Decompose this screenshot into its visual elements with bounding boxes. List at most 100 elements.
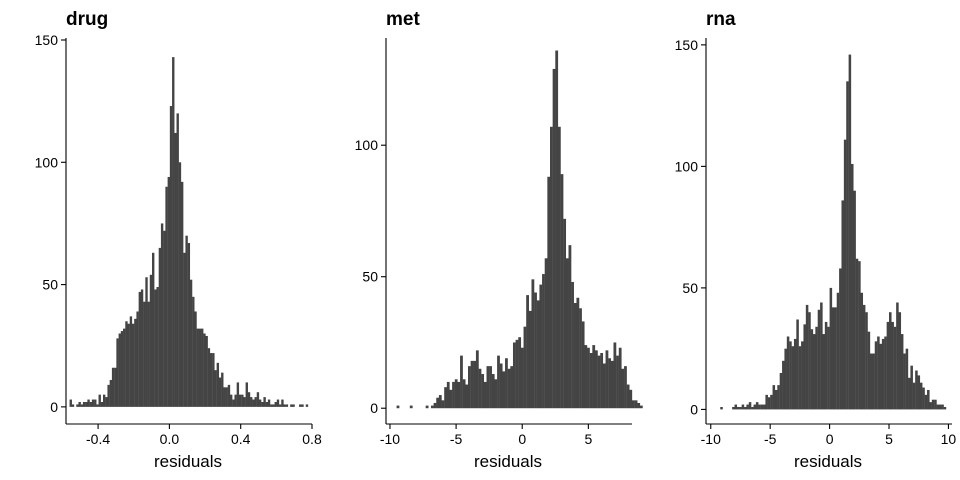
- bar-met: [454, 379, 458, 409]
- bar-rna: [829, 287, 833, 410]
- bar-rna: [891, 321, 894, 410]
- bar-met: [618, 347, 622, 409]
- bar-drug: [238, 394, 242, 407]
- bar-met: [507, 368, 511, 409]
- bar-drug: [165, 186, 168, 407]
- bar-drug: [143, 301, 146, 407]
- bar-rna: [815, 326, 818, 410]
- bar-rna: [924, 394, 928, 410]
- bar-drug: [109, 379, 113, 407]
- bar-drug: [169, 106, 173, 407]
- bar-drug: [236, 382, 240, 407]
- bar-met: [539, 284, 543, 409]
- bar-met: [563, 218, 567, 409]
- bar-met: [560, 174, 564, 409]
- bar-met: [441, 400, 445, 409]
- bar-rna: [881, 338, 885, 410]
- bar-met: [534, 292, 537, 409]
- bar-drug: [254, 397, 257, 407]
- bar-met: [639, 405, 643, 409]
- bar-drug: [98, 394, 101, 407]
- bar-rna: [834, 307, 837, 410]
- bar-drug: [78, 401, 81, 407]
- bar-rna: [746, 404, 749, 410]
- x-tick-label-rna: 10: [941, 431, 957, 447]
- bar-met: [465, 384, 469, 409]
- bar-met: [616, 355, 619, 409]
- bar-drug: [252, 399, 255, 407]
- bar-rna: [760, 404, 764, 410]
- bar-drug: [230, 394, 233, 407]
- bar-met: [568, 245, 572, 409]
- bar-rna: [770, 394, 773, 410]
- bar-rna: [877, 336, 880, 410]
- bar-drug: [102, 394, 106, 407]
- x-tick-label-met: -5: [450, 431, 463, 447]
- bar-drug: [156, 287, 159, 407]
- bar-drug: [140, 289, 144, 407]
- bar-rna: [879, 343, 883, 410]
- bar-drug: [265, 401, 269, 407]
- bar-met: [446, 381, 450, 409]
- bar-drug: [152, 252, 155, 407]
- bar-drug: [180, 181, 184, 407]
- bar-rna: [758, 404, 761, 410]
- bar-drug: [105, 397, 108, 407]
- bar-met: [499, 363, 503, 409]
- bar-rna: [922, 387, 925, 410]
- bar-rna: [855, 258, 859, 410]
- bar-drug: [227, 384, 231, 407]
- bar-rna: [812, 334, 816, 410]
- bar-met: [528, 310, 532, 409]
- bar-met: [430, 405, 434, 409]
- bar-met: [592, 345, 596, 409]
- bar-drug: [123, 328, 126, 407]
- bar-rna: [782, 360, 785, 410]
- bar-rna: [820, 302, 823, 410]
- panel-drug: drug 0 50 100 150 -0.4 0.0 0.4 0.8 residuals: [35, 9, 322, 471]
- bar-met: [483, 381, 487, 409]
- bar-met: [449, 389, 453, 409]
- bar-rna: [941, 404, 944, 410]
- y-tick-label-drug: 0: [50, 399, 58, 415]
- x-tick-label-drug: 0.8: [302, 431, 322, 447]
- bar-met: [494, 379, 498, 409]
- bar-rna: [739, 406, 742, 410]
- bar-rna: [793, 338, 797, 410]
- bar-rna: [908, 377, 911, 410]
- bar-met: [425, 405, 429, 409]
- bar-drug: [82, 401, 86, 407]
- bar-drug: [154, 289, 157, 407]
- bar-drug: [196, 328, 199, 407]
- bar-drug: [125, 321, 128, 407]
- bar-rna: [867, 331, 871, 410]
- bar-drug: [129, 316, 133, 407]
- bar-rna: [862, 304, 866, 410]
- bar-drug: [285, 404, 289, 407]
- x-axis-title-rna: residuals: [794, 452, 862, 471]
- histogram-bars-rna: [720, 54, 947, 410]
- bar-rna: [720, 406, 723, 410]
- bar-rna: [803, 324, 806, 410]
- bar-drug: [145, 277, 148, 407]
- bar-met: [531, 279, 535, 409]
- bar-drug: [276, 399, 280, 407]
- bar-drug: [263, 397, 266, 407]
- bar-drug: [207, 348, 211, 407]
- bar-met: [502, 371, 506, 409]
- bar-met: [605, 350, 609, 409]
- bar-drug: [185, 235, 188, 407]
- bar-rna: [784, 348, 787, 410]
- bar-drug: [292, 404, 295, 407]
- x-tick-label-drug: 0.4: [231, 431, 251, 447]
- bar-drug: [167, 176, 170, 407]
- bar-drug: [290, 404, 293, 407]
- bar-met: [489, 366, 492, 409]
- x-tick-label-rna: 0: [826, 431, 834, 447]
- bar-drug: [176, 113, 179, 407]
- bar-rna: [817, 309, 821, 410]
- bar-met: [510, 366, 514, 409]
- x-tick-label-met: -10: [380, 431, 400, 447]
- bar-rna: [905, 348, 909, 410]
